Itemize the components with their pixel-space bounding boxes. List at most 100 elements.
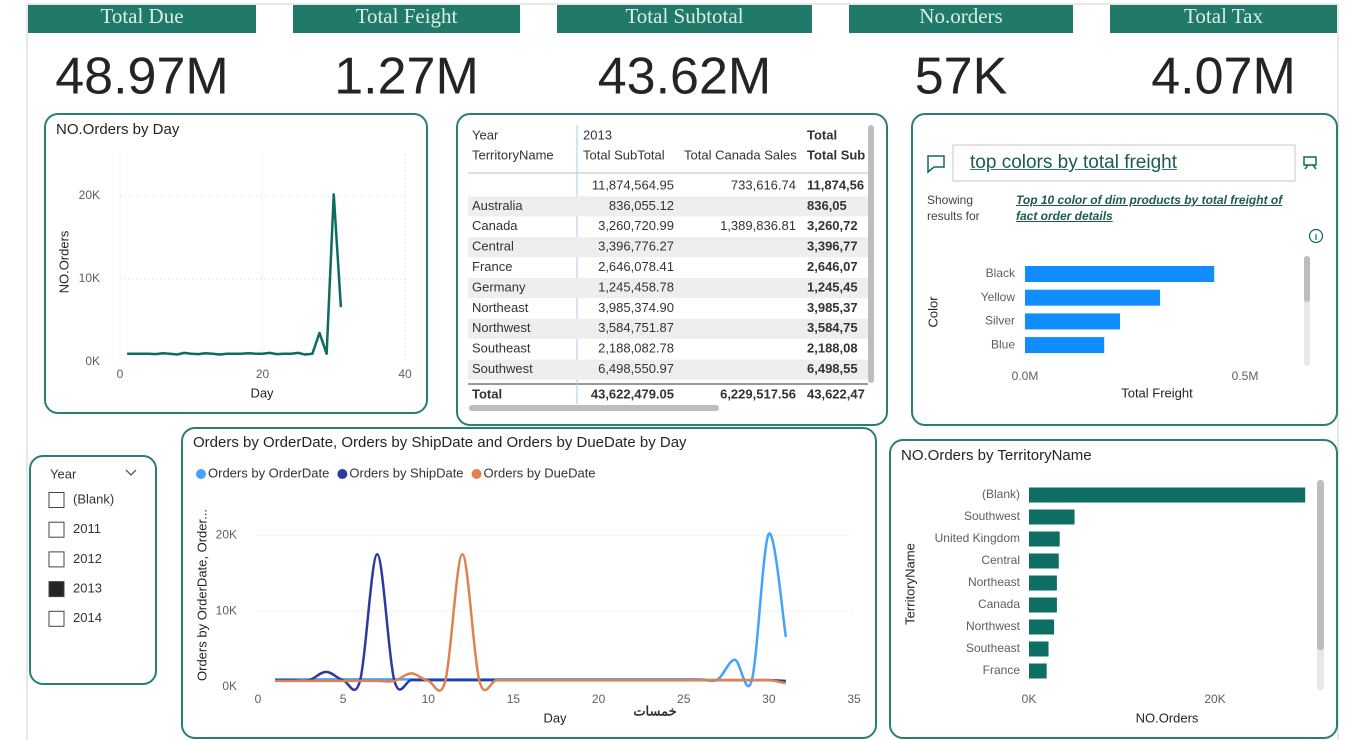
scrollbar[interactable] bbox=[469, 405, 719, 411]
panel bbox=[889, 439, 1338, 739]
y-axis-title: TerritoryName bbox=[902, 543, 917, 625]
kpi-label: No.orders bbox=[919, 4, 1002, 28]
table-row-band bbox=[468, 278, 868, 298]
kpi-value: 4.07M bbox=[1151, 48, 1296, 106]
qa-query[interactable]: top colors by total freight bbox=[970, 152, 1177, 173]
x-tick-label: 20 bbox=[592, 692, 606, 706]
scrollbar[interactable] bbox=[1317, 480, 1324, 650]
table-cell: 11,874,564.95 bbox=[592, 177, 674, 192]
slicer-item[interactable]: 2011 bbox=[73, 521, 101, 536]
slicer-item[interactable]: 2013 bbox=[73, 581, 102, 596]
kpi-header bbox=[557, 5, 812, 33]
scrollbar[interactable] bbox=[1304, 256, 1310, 302]
table-header: Total bbox=[807, 127, 837, 142]
x-tick-label: 0.5M bbox=[1232, 369, 1259, 383]
qa-result[interactable]: Top 10 color of dim products by total fr… bbox=[1016, 193, 1283, 223]
bar bbox=[1029, 509, 1075, 525]
slicer-item[interactable]: 2014 bbox=[73, 610, 102, 625]
y-tick-label: Northeast bbox=[968, 575, 1021, 589]
slicer-item[interactable]: 2012 bbox=[73, 551, 102, 566]
panel bbox=[29, 455, 157, 685]
legend-marker bbox=[337, 469, 348, 479]
table-header: Total SubTotal bbox=[583, 147, 665, 162]
kpi-label: Total Subtotal bbox=[625, 4, 743, 28]
info-icon[interactable] bbox=[1308, 228, 1324, 244]
slicer-title: Year bbox=[50, 466, 77, 481]
checkbox[interactable] bbox=[48, 492, 65, 508]
x-tick-label: 35 bbox=[847, 692, 861, 706]
y-tick-label: Yellow bbox=[981, 290, 1016, 304]
kpi-value: 57K bbox=[915, 48, 1008, 106]
table-cell: 3,584,75 bbox=[807, 320, 858, 335]
table-cell: Central bbox=[472, 239, 514, 254]
table-cell: Northwest bbox=[472, 320, 531, 335]
x-tick-label: 20K bbox=[1204, 692, 1225, 706]
y-tick-label: 10K bbox=[216, 603, 237, 617]
y-tick-label: 0K bbox=[222, 679, 237, 693]
y-tick-label: Northwest bbox=[966, 619, 1021, 633]
convert-icon[interactable] bbox=[1303, 156, 1317, 170]
chart-title: NO.Orders by Day bbox=[56, 121, 180, 138]
table-cell: 6,498,55 bbox=[807, 361, 858, 376]
y-tick-label: 0K bbox=[85, 354, 100, 368]
panel bbox=[181, 427, 877, 739]
panels bbox=[29, 113, 1338, 739]
checkbox[interactable] bbox=[48, 581, 65, 598]
table-cell: France bbox=[472, 259, 512, 274]
y-axis-title: Orders by OrderDate, Order... bbox=[194, 509, 209, 681]
x-tick-label: 0.0M bbox=[1012, 369, 1039, 383]
table-cell: Australia bbox=[472, 198, 523, 213]
checkbox[interactable] bbox=[48, 551, 65, 568]
x-axis-title: Day bbox=[250, 385, 274, 400]
legend-label: Orders by OrderDate bbox=[208, 465, 329, 480]
panel bbox=[44, 113, 428, 414]
table-total: 43,622,47 bbox=[807, 386, 865, 401]
bar bbox=[1029, 575, 1057, 591]
legend-label: Orders by ShipDate bbox=[349, 465, 463, 480]
kpi-label: Total Tax bbox=[1184, 4, 1263, 28]
legend-marker bbox=[196, 469, 206, 479]
table-cell: 2,646,07 bbox=[807, 259, 858, 274]
x-tick-label: 15 bbox=[507, 692, 521, 706]
bar bbox=[1025, 337, 1105, 354]
line bbox=[275, 553, 787, 692]
chevron[interactable] bbox=[125, 469, 137, 476]
table-total: 43,622,479.05 bbox=[591, 386, 674, 401]
kpi-label: Total Feight bbox=[356, 4, 458, 28]
table-total: 6,229,517.56 bbox=[720, 386, 796, 401]
x-axis-title: NO.Orders bbox=[1136, 710, 1199, 725]
watermark: خمسات bbox=[633, 703, 676, 718]
checkbox[interactable] bbox=[48, 521, 65, 538]
y-tick-label: Central bbox=[981, 553, 1020, 567]
table-row-band bbox=[468, 359, 868, 380]
x-tick-label: 10 bbox=[422, 692, 436, 706]
table-row-band bbox=[468, 196, 868, 217]
chart-title: Orders by OrderDate, Orders by ShipDate … bbox=[193, 434, 687, 451]
bar bbox=[1029, 663, 1047, 679]
legend-marker bbox=[471, 469, 482, 479]
x-tick-label: 20 bbox=[256, 367, 270, 381]
x-tick-label: 5 bbox=[340, 692, 347, 706]
slicer-item[interactable]: (Blank) bbox=[73, 491, 114, 506]
checkbox[interactable] bbox=[48, 610, 65, 627]
table-header: TerritoryName bbox=[472, 147, 554, 162]
bar bbox=[1029, 531, 1060, 547]
legend-label: Orders by DueDate bbox=[484, 465, 596, 480]
table-cell: Canada bbox=[472, 218, 518, 233]
bar bbox=[1025, 266, 1215, 282]
search-box[interactable] bbox=[952, 144, 1296, 182]
y-axis-title: NO.Orders bbox=[56, 230, 71, 293]
line bbox=[127, 193, 343, 356]
table-cell: 3,396,77 bbox=[807, 239, 858, 254]
scrollbar[interactable] bbox=[868, 125, 874, 383]
table-cell: 2,188,08 bbox=[807, 341, 858, 356]
bar bbox=[1025, 313, 1121, 330]
y-tick-label: France bbox=[983, 663, 1021, 677]
table-cell: 836,05 bbox=[807, 198, 847, 213]
table-cell: 3,396,776.27 bbox=[598, 239, 674, 254]
chart-title: NO.Orders by TerritoryName bbox=[901, 447, 1092, 464]
x-axis-title: Total Freight bbox=[1121, 385, 1193, 400]
chat-icon bbox=[927, 155, 945, 174]
